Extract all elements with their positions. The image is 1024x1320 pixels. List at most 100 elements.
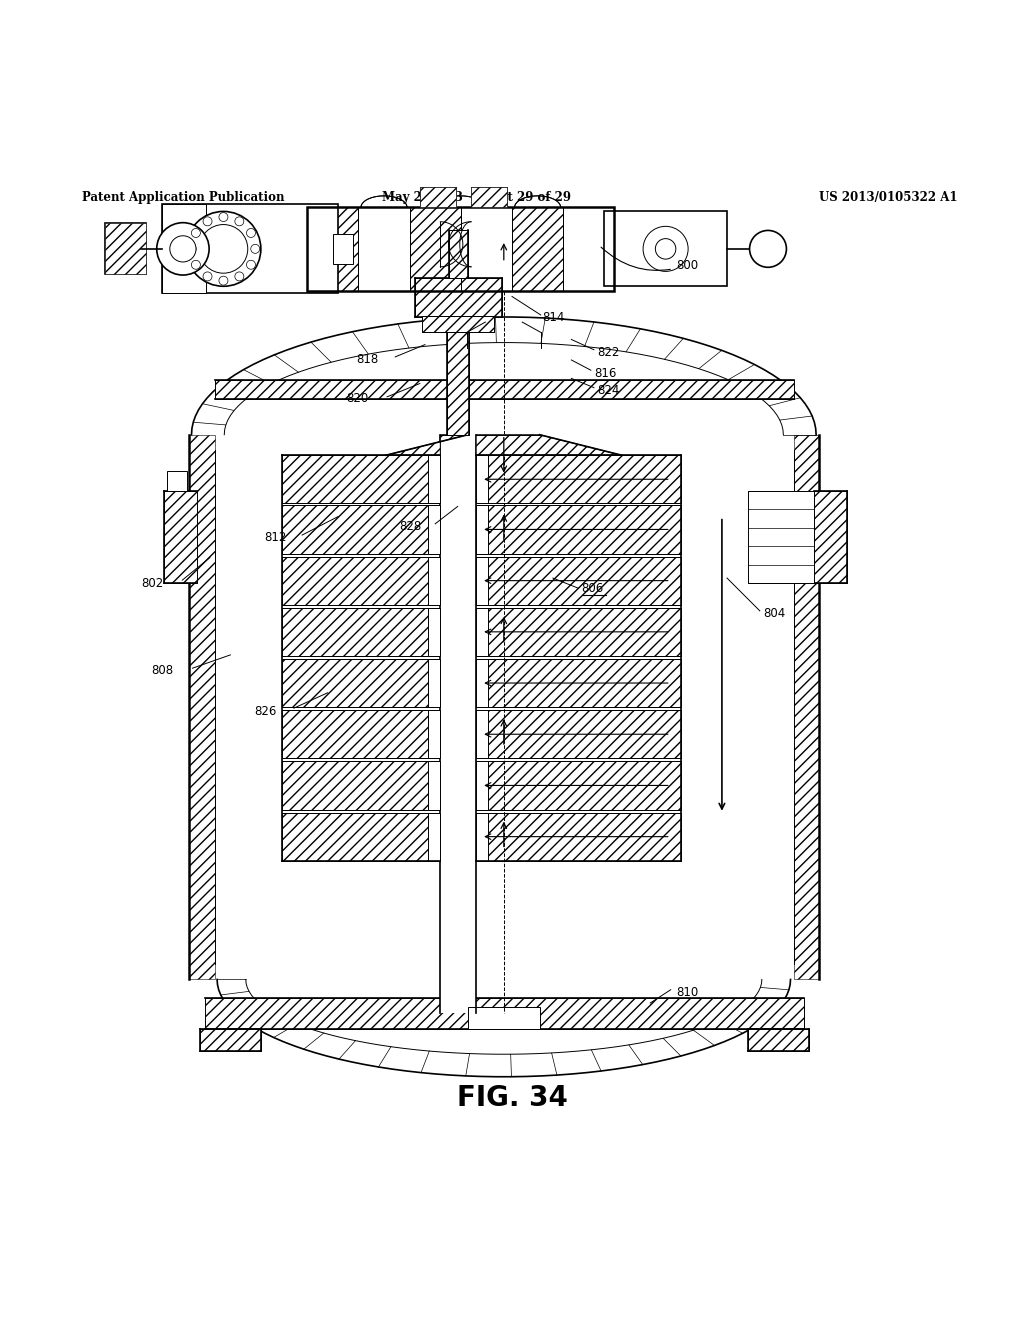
Bar — [167, 470, 186, 491]
Bar — [428, 710, 440, 758]
Bar — [358, 207, 410, 292]
Circle shape — [187, 244, 197, 253]
Bar — [476, 710, 488, 758]
Text: 812: 812 — [264, 531, 287, 544]
Bar — [476, 710, 681, 758]
Text: 828: 828 — [399, 520, 422, 533]
Bar — [563, 207, 614, 292]
Circle shape — [191, 228, 201, 238]
Bar — [282, 659, 440, 708]
Circle shape — [219, 213, 228, 222]
Bar — [282, 607, 440, 656]
Bar — [794, 434, 819, 979]
Bar — [476, 762, 488, 809]
Text: 800: 800 — [601, 247, 698, 272]
Circle shape — [643, 226, 688, 272]
Bar — [205, 998, 804, 1028]
Polygon shape — [386, 434, 468, 455]
Bar — [282, 455, 440, 503]
Bar — [428, 506, 440, 553]
Bar — [476, 607, 488, 656]
Text: 810: 810 — [676, 986, 698, 999]
Bar — [428, 762, 440, 809]
Bar — [282, 506, 440, 553]
Bar — [604, 211, 727, 286]
Text: US 2013/0105322 A1: US 2013/0105322 A1 — [819, 190, 957, 203]
Bar — [282, 813, 440, 861]
Bar — [333, 234, 353, 264]
Circle shape — [157, 223, 209, 275]
Bar — [447, 281, 469, 434]
Bar — [476, 506, 681, 553]
Circle shape — [251, 244, 260, 253]
Text: 820: 820 — [346, 392, 369, 405]
Circle shape — [191, 260, 201, 269]
Text: FIG. 34: FIG. 34 — [457, 1084, 567, 1113]
Bar — [748, 1028, 809, 1051]
Bar — [476, 813, 681, 861]
Bar — [607, 215, 724, 284]
Bar — [162, 205, 338, 293]
Bar — [307, 207, 358, 292]
Text: Patent Application Publication: Patent Application Publication — [82, 190, 285, 203]
Bar — [748, 491, 814, 583]
Bar — [105, 223, 146, 275]
Circle shape — [219, 276, 228, 285]
Bar — [189, 434, 215, 979]
Circle shape — [186, 211, 261, 286]
Circle shape — [199, 224, 248, 273]
Text: 818: 818 — [356, 354, 379, 367]
Bar — [476, 607, 681, 656]
Circle shape — [234, 216, 244, 226]
Bar — [200, 1028, 261, 1051]
Bar — [476, 557, 488, 605]
Bar — [476, 659, 681, 708]
Text: 802: 802 — [141, 577, 164, 590]
Bar — [476, 659, 488, 708]
Bar — [415, 279, 502, 317]
Text: 826: 826 — [254, 705, 276, 718]
Bar — [428, 813, 440, 861]
Polygon shape — [476, 434, 622, 455]
Circle shape — [203, 272, 212, 281]
Bar — [476, 762, 681, 809]
Circle shape — [750, 231, 786, 267]
Bar — [428, 659, 440, 708]
Bar — [471, 187, 507, 207]
Bar — [282, 762, 440, 809]
Circle shape — [234, 272, 244, 281]
Circle shape — [203, 216, 212, 226]
Bar — [440, 434, 476, 1014]
Text: 822: 822 — [597, 346, 620, 359]
Circle shape — [170, 236, 196, 261]
Bar — [428, 557, 440, 605]
Bar — [476, 557, 681, 605]
Bar — [282, 557, 440, 605]
Text: 808: 808 — [152, 664, 174, 677]
Bar — [468, 1007, 540, 1028]
Bar — [428, 455, 440, 503]
Text: May 2, 2013   Sheet 29 of 29: May 2, 2013 Sheet 29 of 29 — [382, 190, 570, 203]
Circle shape — [247, 228, 255, 238]
Bar — [422, 315, 494, 333]
Text: 804: 804 — [763, 607, 785, 620]
Bar — [164, 491, 197, 583]
Circle shape — [247, 260, 255, 269]
Bar — [282, 710, 440, 758]
Text: 816: 816 — [594, 367, 616, 380]
Bar — [410, 207, 461, 292]
Bar — [476, 813, 488, 861]
Bar — [428, 607, 440, 656]
Bar — [449, 230, 468, 279]
Bar — [461, 207, 512, 292]
Text: 824: 824 — [597, 384, 620, 397]
Bar — [476, 506, 488, 553]
Bar — [420, 187, 456, 207]
Bar — [420, 187, 456, 207]
Bar — [215, 380, 794, 399]
Bar — [307, 207, 614, 292]
Bar — [512, 207, 563, 292]
Text: 806: 806 — [582, 582, 604, 595]
Bar — [471, 187, 507, 207]
Bar — [476, 455, 488, 503]
